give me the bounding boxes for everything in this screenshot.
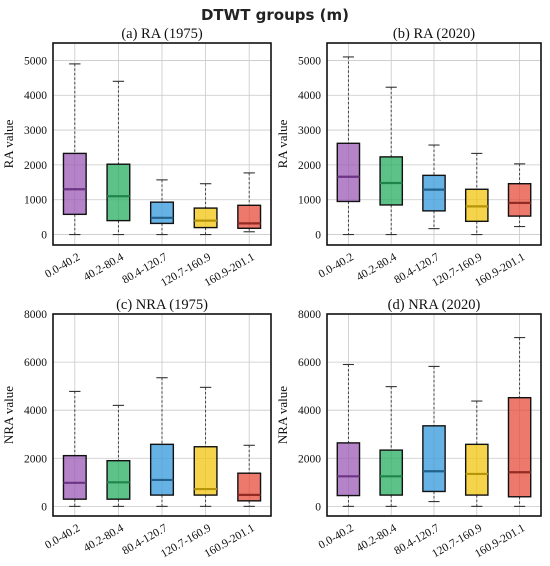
panel-title: (a) RA (1975)	[121, 26, 203, 42]
y-tick-label: 3000	[24, 125, 47, 137]
y-tick-label: 2000	[298, 160, 321, 172]
box-160.9-201.1	[237, 444, 262, 507]
iqr-box	[193, 446, 218, 496]
y-tick-label: 5000	[298, 55, 321, 67]
axes-frame	[326, 313, 542, 517]
iqr-box	[62, 454, 87, 500]
x-tick-label: 40.2-80.4	[82, 251, 126, 284]
iqr-box	[464, 443, 489, 496]
y-axis-label: RA value	[275, 119, 290, 168]
iqr-box	[149, 443, 175, 496]
y-axis-label: NRA value	[1, 386, 16, 444]
box-0.0-40.2	[336, 363, 361, 507]
y-tick-label: 3000	[298, 125, 321, 137]
x-tick-label: 0.0-40.2	[43, 251, 82, 281]
box-0.0-40.2	[62, 63, 87, 236]
y-tick-label: 4000	[24, 405, 47, 417]
x-tick-label: 40.2-80.4	[355, 251, 399, 284]
y-tick-label: 4000	[298, 405, 321, 417]
iqr-box	[507, 396, 532, 498]
box-80.4-120.7	[422, 365, 446, 503]
box-40.2-80.4	[106, 404, 131, 507]
y-tick-label: 5000	[24, 55, 47, 67]
y-tick-label: 0	[315, 230, 321, 242]
panel-title: (c) NRA (1975)	[116, 297, 208, 313]
box-120.7-160.9	[464, 152, 489, 236]
x-tick-label: 0.0-40.2	[43, 522, 82, 552]
y-tick-label: 2000	[24, 453, 47, 465]
box-40.2-80.4	[379, 386, 404, 507]
iqr-box	[106, 459, 131, 500]
y-tick-label: 6000	[24, 357, 47, 369]
y-tick-label: 0	[315, 501, 321, 513]
iqr-box	[336, 142, 361, 203]
iqr-box	[106, 163, 131, 222]
box-80.4-120.7	[422, 144, 446, 230]
box-0.0-40.2	[336, 56, 361, 236]
panel-a: 0 1000 2000 3000 4000 5000 (a) RA (1975) RA val…	[1, 26, 272, 289]
box-160.9-201.1	[507, 337, 532, 507]
panel-title: (d) NRA (2020)	[388, 297, 481, 313]
box-0.0-40.2	[62, 390, 87, 507]
x-tick-label: 40.2-80.4	[355, 522, 399, 555]
panel-title: (b) RA (2020)	[393, 26, 475, 42]
y-tick-label: 2000	[24, 160, 47, 172]
x-tick-label: 160.9-201.1	[203, 522, 257, 560]
y-tick-label: 4000	[298, 90, 321, 102]
iqr-box	[149, 201, 175, 225]
box-80.4-120.7	[149, 377, 175, 507]
y-tick-label: 6000	[298, 357, 321, 369]
panel-d: 0 2000 4000 6000 8000 (d) NRA (2020) NRA value…	[275, 297, 542, 560]
iqr-box	[62, 152, 87, 216]
box-120.7-160.9	[464, 400, 489, 507]
axes-frame	[52, 42, 272, 246]
box-40.2-80.4	[379, 86, 404, 236]
y-tick-label: 8000	[24, 309, 47, 321]
iqr-box	[379, 156, 404, 206]
x-tick-label: 40.2-80.4	[82, 522, 126, 555]
x-tick-label: 0.0-40.2	[317, 251, 356, 281]
box-120.7-160.9	[193, 183, 218, 236]
panels-group: 0 1000 2000 3000 4000 5000 (a) RA (1975) RA val…	[1, 26, 542, 560]
box-120.7-160.9	[193, 386, 218, 507]
y-tick-label: 2000	[298, 453, 321, 465]
figure-title: DTWT groups (m)	[201, 6, 349, 24]
iqr-box	[422, 174, 446, 212]
panel-c: 0 2000 4000 6000 8000 (c) NRA (1975) NRA value…	[1, 297, 272, 560]
panel-b: 0 1000 2000 3000 4000 5000 (b) RA (2020) RA val…	[275, 26, 542, 289]
y-tick-label: 4000	[24, 90, 47, 102]
iqr-box	[379, 449, 404, 496]
box-80.4-120.7	[149, 179, 175, 236]
iqr-box	[336, 442, 361, 497]
y-axis-label: NRA value	[275, 386, 290, 444]
x-tick-label: 160.9-201.1	[203, 251, 257, 289]
y-tick-label: 1000	[298, 195, 321, 207]
box-40.2-80.4	[106, 80, 131, 236]
box-160.9-201.1	[237, 172, 262, 233]
y-tick-label: 0	[41, 501, 47, 513]
axes-frame	[326, 42, 542, 246]
y-tick-label: 1000	[24, 195, 47, 207]
iqr-box	[507, 183, 532, 217]
box-160.9-201.1	[507, 163, 532, 228]
iqr-box	[237, 472, 262, 502]
y-axis-label: RA value	[1, 119, 16, 168]
iqr-box	[193, 207, 218, 229]
y-tick-label: 0	[41, 230, 47, 242]
x-tick-label: 0.0-40.2	[317, 522, 356, 552]
y-tick-label: 8000	[298, 309, 321, 321]
iqr-box	[422, 425, 446, 493]
axes-frame	[52, 313, 272, 517]
iqr-box	[237, 204, 262, 229]
